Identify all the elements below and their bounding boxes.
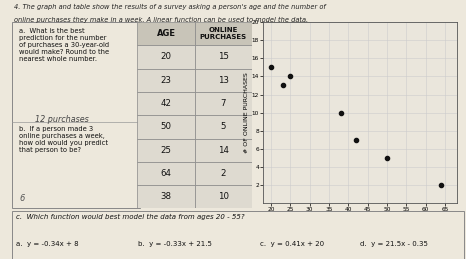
Point — [352, 138, 360, 142]
Bar — [137, 139, 195, 162]
Bar — [195, 92, 252, 115]
FancyBboxPatch shape — [12, 22, 140, 208]
Text: 4. The graph and table show the results of a survey asking a person's age and th: 4. The graph and table show the results … — [14, 4, 326, 10]
Bar — [137, 162, 195, 185]
Text: b.  y = -0.33x + 21.5: b. y = -0.33x + 21.5 — [138, 241, 212, 247]
Point — [279, 83, 286, 88]
Text: ONLINE
PURCHASES: ONLINE PURCHASES — [199, 27, 247, 40]
Point — [384, 156, 391, 160]
Text: c.  y = 0.41x + 20: c. y = 0.41x + 20 — [260, 241, 324, 247]
Text: AGE: AGE — [157, 29, 176, 38]
Bar — [195, 22, 252, 45]
Text: 23: 23 — [160, 76, 171, 85]
Text: 7: 7 — [220, 99, 226, 108]
Text: 10: 10 — [218, 192, 229, 201]
Point — [267, 65, 275, 69]
Text: 5: 5 — [220, 123, 226, 131]
Bar — [195, 185, 252, 208]
Text: 50: 50 — [160, 123, 171, 131]
Point — [287, 74, 294, 78]
Text: 13: 13 — [218, 76, 229, 85]
Y-axis label: # OF ONLINE PURCHASES: # OF ONLINE PURCHASES — [244, 72, 249, 153]
Bar — [137, 185, 195, 208]
Text: 42: 42 — [160, 99, 171, 108]
Point — [438, 183, 445, 187]
Text: d.  y = 21.5x - 0.35: d. y = 21.5x - 0.35 — [360, 241, 428, 247]
Text: a.  What is the best
prediction for the number
of purchases a 30-year-old
would : a. What is the best prediction for the n… — [19, 28, 110, 62]
Bar — [195, 115, 252, 139]
Text: 14: 14 — [218, 146, 229, 155]
Text: 15: 15 — [218, 53, 229, 61]
Point — [337, 111, 344, 115]
Bar — [195, 139, 252, 162]
X-axis label: AGE: AGE — [352, 215, 368, 224]
Text: 20: 20 — [160, 53, 171, 61]
Text: 6: 6 — [19, 193, 25, 203]
Bar — [137, 22, 195, 45]
Bar — [195, 69, 252, 92]
Text: 38: 38 — [160, 192, 171, 201]
Bar — [137, 115, 195, 139]
Bar — [137, 92, 195, 115]
Text: a.  y = -0.34x + 8: a. y = -0.34x + 8 — [16, 241, 79, 247]
Text: 12 purchases: 12 purchases — [34, 115, 89, 124]
Text: online purchases they make in a week. A linear function can be used to model the: online purchases they make in a week. A … — [14, 17, 308, 23]
Bar — [137, 69, 195, 92]
Text: c.  Which function would best model the data from ages 20 - 55?: c. Which function would best model the d… — [16, 213, 245, 220]
Bar — [137, 45, 195, 69]
Bar — [195, 162, 252, 185]
Text: 2: 2 — [220, 169, 226, 178]
Text: 25: 25 — [160, 146, 171, 155]
Text: 64: 64 — [160, 169, 171, 178]
Bar — [195, 45, 252, 69]
Text: b.  If a person made 3
online purchases a week,
how old would you predict
that p: b. If a person made 3 online purchases a… — [19, 126, 108, 153]
